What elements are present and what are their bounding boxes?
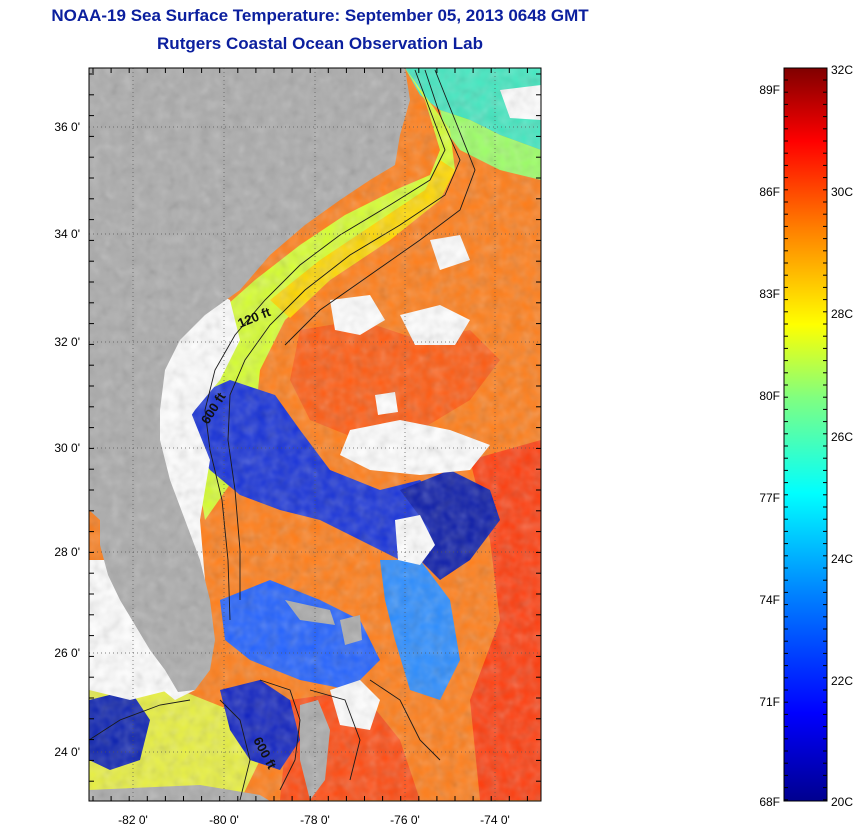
colorbar-gradient xyxy=(783,67,828,802)
lon-label: -74 0' xyxy=(480,813,510,827)
celsius-label: 26C xyxy=(831,430,853,444)
map-title: NOAA-19 Sea Surface Temperature: Septemb… xyxy=(51,6,589,25)
lon-label: -78 0' xyxy=(300,813,330,827)
celsius-label: 22C xyxy=(831,674,853,688)
fahrenheit-label: 80F xyxy=(759,389,780,403)
colorbar-fahrenheit-labels: 89F 86F 83F 80F 77F 74F 71F 68F xyxy=(759,83,780,809)
longitude-labels: -82 0' -80 0' -78 0' -76 0' -74 0' xyxy=(118,813,510,827)
lat-label: 32 0' xyxy=(54,335,80,349)
bathymetry-contours xyxy=(89,69,476,801)
lat-label: 30 0' xyxy=(54,441,80,455)
contour-bahamas xyxy=(259,679,441,791)
temperature-colorbar: 89F 86F 83F 80F 77F 74F 71F 68F 32C 30C … xyxy=(759,63,853,809)
axis-ticks xyxy=(89,68,541,801)
lon-label: -82 0' xyxy=(118,813,148,827)
fahrenheit-label: 68F xyxy=(759,795,780,809)
celsius-label: 28C xyxy=(831,307,853,321)
fahrenheit-label: 74F xyxy=(759,593,780,607)
texture-overlay xyxy=(89,68,541,801)
map-area: 120 ft 600 ft 600 ft xyxy=(89,68,541,801)
celsius-label: 32C xyxy=(831,63,853,77)
latitude-labels: 36 0' 34 0' 32 0' 30 0' 28 0' 26 0' 24 0… xyxy=(54,120,80,759)
contour-straits xyxy=(89,699,251,801)
lat-label: 34 0' xyxy=(54,227,80,241)
celsius-label: 20C xyxy=(831,795,853,809)
contour-deep xyxy=(284,69,476,346)
graticule xyxy=(89,68,541,801)
lat-label: 28 0' xyxy=(54,545,80,559)
colorbar-ticks xyxy=(784,79,827,801)
fahrenheit-label: 77F xyxy=(759,491,780,505)
lat-label: 24 0' xyxy=(54,745,80,759)
fahrenheit-label: 89F xyxy=(759,83,780,97)
celsius-label: 30C xyxy=(831,185,853,199)
lat-label: 26 0' xyxy=(54,646,80,660)
contour-600ft xyxy=(227,69,461,600)
colorbar-celsius-labels: 32C 30C 28C 26C 24C 22C 20C xyxy=(831,63,853,809)
contour-120ft xyxy=(204,69,446,621)
lon-label: -76 0' xyxy=(390,813,420,827)
celsius-label: 24C xyxy=(831,552,853,566)
fahrenheit-label: 83F xyxy=(759,287,780,301)
fahrenheit-label: 71F xyxy=(759,695,780,709)
lon-label: -80 0' xyxy=(209,813,239,827)
map-subtitle: Rutgers Coastal Ocean Observation Lab xyxy=(157,34,483,53)
fahrenheit-label: 86F xyxy=(759,185,780,199)
map-frame xyxy=(88,67,542,802)
lat-label: 36 0' xyxy=(54,120,80,134)
